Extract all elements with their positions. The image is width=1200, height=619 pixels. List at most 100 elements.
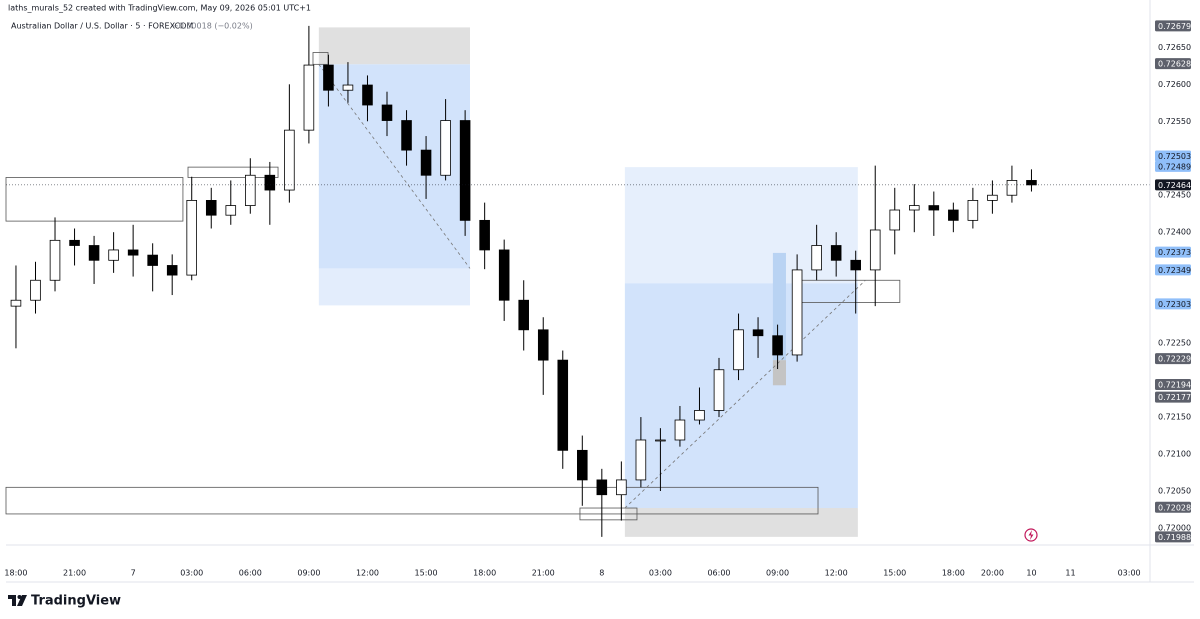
candle-body <box>537 329 549 361</box>
x-tick-label: 20:00 <box>981 569 1004 578</box>
price-tag-label: 0.72177 <box>1158 393 1191 402</box>
candle-body <box>557 359 569 451</box>
candle-body <box>713 369 725 411</box>
candle-body <box>264 174 276 191</box>
candle-body <box>205 200 217 216</box>
price-tag-label: 0.72503 <box>1158 152 1191 161</box>
candle-body <box>869 229 881 271</box>
trend-line <box>318 64 471 269</box>
price-tag <box>1155 58 1191 70</box>
x-tick-label: 12:00 <box>356 569 379 578</box>
candle-body <box>635 439 647 481</box>
candle-body <box>342 84 354 91</box>
x-tick-label: 11 <box>1065 569 1075 578</box>
credit: laths_murals_52 created with TradingView… <box>8 4 311 13</box>
y-tick-label: 0.72150 <box>1158 413 1191 422</box>
candle-body <box>577 449 588 481</box>
logo-mark <box>8 595 27 606</box>
zone <box>624 508 858 537</box>
plot <box>6 25 1150 537</box>
price-tag-label: 0.72194 <box>1158 381 1191 390</box>
price-tag-label: 0.72303 <box>1158 300 1191 309</box>
candle-body <box>987 194 998 201</box>
candle-body <box>850 259 861 271</box>
candle-body <box>69 239 80 246</box>
candle-body <box>30 279 41 301</box>
candle-body <box>694 410 705 421</box>
price-tag <box>1155 150 1191 162</box>
candle-body <box>967 200 979 221</box>
x-tick-label: 06:00 <box>707 569 730 578</box>
candle-body <box>596 479 608 496</box>
price-tag <box>1155 391 1191 403</box>
y-tick-label: 0.72050 <box>1158 487 1191 496</box>
x-tick-label: 7 <box>131 569 136 578</box>
x-tick-label: 03:00 <box>649 569 672 578</box>
candle-body <box>420 149 432 176</box>
x-tick-label: 09:00 <box>297 569 320 578</box>
symbol: Australian Dollar / U.S. Dollar · 5 · FO… <box>11 22 193 31</box>
price-tag <box>1155 20 1191 32</box>
candle-body <box>108 249 119 261</box>
price-tag-label: 0.72373 <box>1158 248 1191 257</box>
candle-body <box>498 249 510 301</box>
price-tag-label: 0.71988 <box>1158 533 1191 542</box>
candle-body <box>147 254 158 266</box>
price-tag-label: 0.72028 <box>1158 503 1191 512</box>
price-tag-label: 0.72679 <box>1158 22 1191 31</box>
candle-body <box>1026 180 1037 186</box>
box <box>5 486 819 515</box>
price-tag <box>1155 179 1191 191</box>
candle-body <box>381 104 393 121</box>
logo-text: TradingView <box>31 594 121 609</box>
alert-icon[interactable] <box>1024 528 1038 542</box>
x-tick-label: 03:00 <box>180 569 203 578</box>
x-tick-label: 12:00 <box>825 569 848 578</box>
candle-body <box>909 205 920 211</box>
price-tag <box>1155 379 1191 391</box>
zone <box>318 27 471 65</box>
candle-body <box>245 174 256 206</box>
candle-body <box>323 64 334 91</box>
candle-body <box>518 299 529 331</box>
y-tick-label: 0.72250 <box>1158 339 1191 348</box>
candle-body <box>616 479 627 496</box>
candle-body <box>830 245 842 261</box>
price-tag <box>1155 246 1191 258</box>
change: −0.00018 (−0.02%) <box>172 22 253 31</box>
candle-body <box>674 419 686 441</box>
candle-body <box>127 249 139 256</box>
zone <box>624 167 858 284</box>
x-tick-label: 21:00 <box>63 569 86 578</box>
price-tag-label: 0.72229 <box>1158 355 1191 364</box>
candle-body <box>186 200 198 276</box>
candle-body <box>88 245 100 261</box>
candle-body <box>772 335 783 356</box>
price-tag <box>1155 298 1191 310</box>
candle-body <box>655 439 666 442</box>
candle-body <box>459 120 471 221</box>
x-tick-label: 15:00 <box>883 569 906 578</box>
x-tick-label: 18:00 <box>473 569 496 578</box>
x-tick-label: 10 <box>1026 569 1036 578</box>
y-tick-label: 0.72450 <box>1158 191 1191 200</box>
price-tag-label: 0.72489 <box>1158 162 1191 171</box>
candle-body <box>225 205 237 216</box>
price-tag <box>1155 501 1191 513</box>
x-tick-label: 8 <box>599 569 604 578</box>
candle-body <box>752 329 764 337</box>
candle-body <box>303 64 315 131</box>
zone <box>772 360 786 386</box>
candle-body <box>733 329 744 371</box>
y-tick-label: 0.72600 <box>1158 80 1191 89</box>
y-tick-label: 0.72000 <box>1158 523 1191 532</box>
candle-body <box>479 219 490 251</box>
y-tick-label: 0.72550 <box>1158 117 1191 126</box>
x-tick-label: 03:00 <box>1118 569 1141 578</box>
price-tag <box>1155 353 1191 365</box>
candle-body <box>811 245 822 271</box>
price-tag-label: 0.72349 <box>1158 266 1191 275</box>
candle-body <box>1006 180 1018 196</box>
